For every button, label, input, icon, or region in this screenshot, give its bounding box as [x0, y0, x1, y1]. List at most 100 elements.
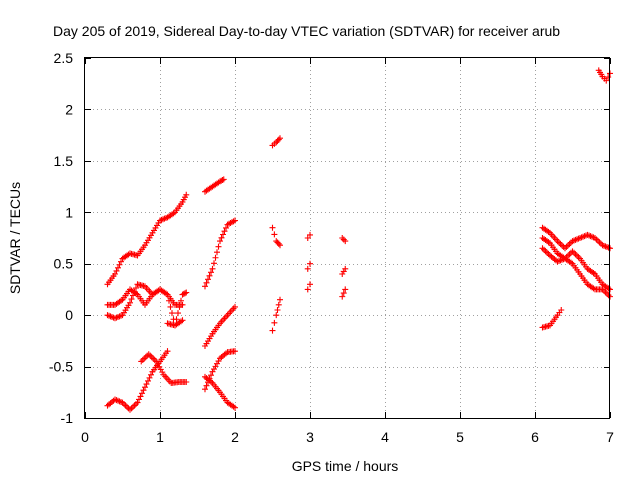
data-point — [173, 316, 180, 323]
data-point — [137, 393, 144, 400]
y-tick-label: -0.5 — [49, 359, 73, 375]
series-arc-h — [202, 217, 238, 290]
data-point — [211, 260, 217, 267]
y-tick-label: 0.5 — [54, 256, 74, 272]
data-point — [269, 327, 276, 334]
data-point — [205, 276, 211, 283]
data-point — [539, 245, 546, 252]
data-point — [269, 224, 276, 231]
data-point — [172, 322, 178, 329]
series-arc-s — [595, 67, 613, 84]
data-point — [115, 264, 121, 271]
data-point — [122, 402, 129, 409]
data-point — [112, 271, 118, 277]
data-point — [232, 404, 238, 411]
data-point — [167, 303, 174, 310]
series-arc-r — [539, 307, 565, 331]
grid-lines — [85, 58, 610, 418]
data-point — [143, 381, 150, 388]
data-point — [562, 245, 568, 252]
data-point — [544, 249, 550, 256]
data-point — [139, 356, 146, 363]
data-point — [209, 368, 216, 375]
data-point — [273, 312, 280, 319]
data-point — [202, 386, 208, 393]
data-point — [575, 254, 582, 261]
data-point — [127, 299, 133, 306]
data-point — [558, 307, 565, 313]
data-point — [307, 260, 313, 267]
data-point — [142, 384, 148, 391]
data-point — [340, 290, 347, 297]
data-point — [571, 249, 577, 256]
data-point — [142, 354, 149, 361]
data-point — [141, 355, 148, 362]
series-arc-c — [104, 281, 186, 329]
y-tick-label: 0 — [65, 307, 73, 323]
data-point — [559, 242, 565, 249]
data-point — [307, 231, 313, 238]
data-point — [118, 258, 124, 265]
axis-ticks: 0 1 2 3 4 5 6 7 -1 -0.5 0 0.5 1 1.5 2 2.5 — [49, 50, 614, 445]
data-point — [274, 307, 281, 313]
data-point — [140, 387, 147, 394]
x-tick-label: 6 — [531, 429, 539, 445]
data-point — [214, 249, 220, 256]
data-point — [176, 303, 183, 310]
data-point — [183, 289, 190, 296]
data-point — [133, 401, 139, 408]
data-point — [339, 293, 346, 300]
data-point — [340, 236, 347, 243]
data-point — [136, 396, 142, 403]
data-point — [223, 224, 229, 231]
data-point — [116, 261, 123, 268]
data-point — [565, 242, 571, 249]
data-point — [131, 288, 138, 295]
data-point — [214, 360, 220, 367]
data-point — [275, 240, 282, 247]
data-point — [203, 279, 210, 286]
series-arc-f — [164, 289, 190, 329]
data-point — [277, 242, 283, 249]
data-point — [182, 290, 188, 297]
data-point — [342, 286, 349, 293]
data-point — [203, 382, 210, 389]
y-tick-label: 2.5 — [54, 50, 74, 66]
data-point — [209, 265, 216, 272]
data-point — [232, 348, 238, 355]
x-tick-label: 3 — [306, 429, 314, 445]
data-point — [179, 317, 186, 324]
data-point — [113, 267, 120, 274]
data-point — [232, 303, 238, 310]
data-point — [128, 296, 135, 303]
data-point — [130, 292, 136, 299]
data-point — [183, 379, 190, 385]
data-point — [131, 402, 138, 409]
data-point — [542, 248, 549, 255]
series-arc-q — [539, 245, 613, 300]
series-arc-g — [202, 176, 227, 195]
chart-title: Day 205 of 2019, Sidereal Day-to-day VTE… — [53, 23, 560, 39]
data-point — [215, 243, 222, 250]
data-point — [208, 269, 214, 276]
data-point — [157, 366, 164, 373]
data-point — [563, 243, 570, 250]
data-point — [133, 284, 139, 291]
y-tick-label: -1 — [61, 410, 74, 426]
data-point — [206, 272, 213, 279]
data-point — [221, 228, 228, 235]
data-point — [218, 234, 225, 241]
series-arc-i — [202, 303, 238, 349]
data-point — [151, 356, 158, 363]
data-point — [183, 191, 190, 198]
y-tick-label: 2 — [65, 101, 73, 117]
x-tick-label: 4 — [381, 429, 389, 445]
data-point — [146, 374, 153, 381]
data-point — [232, 217, 238, 224]
data-point — [128, 405, 135, 412]
data-point — [603, 77, 610, 84]
series-arc-k — [202, 373, 238, 411]
data-point — [541, 246, 547, 253]
data-point — [304, 286, 311, 293]
data-point — [566, 251, 573, 258]
